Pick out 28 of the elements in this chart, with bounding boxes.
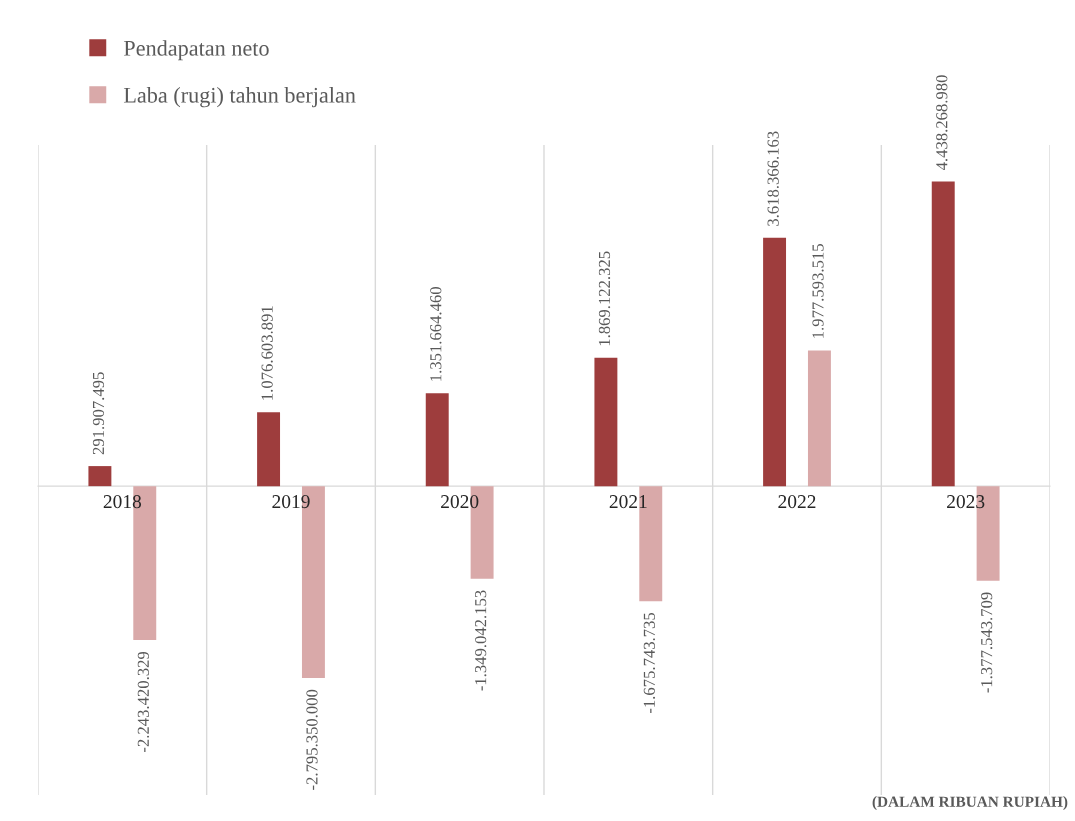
data-label: -2.243.420.329 [137, 651, 150, 752]
bar [763, 237, 787, 487]
legend-label: Laba (rugi) tahun berjalan [123, 87, 356, 108]
data-label: 1.869.122.325 [598, 251, 611, 346]
text: (DALAM RIBUAN RUPIAH) [872, 796, 1068, 810]
data-label: -1.675.743.735 [643, 612, 656, 714]
legend-label: Pendapatan neto [123, 40, 269, 61]
data-label: 4.438.268.980 [936, 75, 948, 171]
bar [594, 357, 618, 487]
bar [257, 412, 281, 487]
data-label: 3.618.366.163 [767, 131, 779, 226]
bar [88, 466, 112, 487]
data-label: 291.907.495 [92, 372, 105, 455]
data-label: -1.377.543.709 [981, 592, 993, 693]
bar [807, 350, 831, 487]
data-label: 1.351.664.460 [430, 287, 442, 381]
bar [931, 181, 955, 487]
data-label: 1.977.593.515 [812, 244, 824, 338]
data-label: 1.076.603.891 [261, 306, 273, 400]
x-tick-label: 2021 [609, 495, 647, 509]
data-label: -1.349.042.153 [475, 590, 487, 691]
data-label: -2.795.350.000 [306, 689, 318, 790]
x-tick-label: 2020 [441, 495, 479, 509]
x-tick-label: 2023 [947, 495, 985, 509]
x-tick-label: 2018 [103, 495, 142, 509]
bar [425, 393, 449, 487]
x-tick-label: 2019 [272, 495, 310, 509]
x-tick-label: 2022 [778, 495, 816, 509]
